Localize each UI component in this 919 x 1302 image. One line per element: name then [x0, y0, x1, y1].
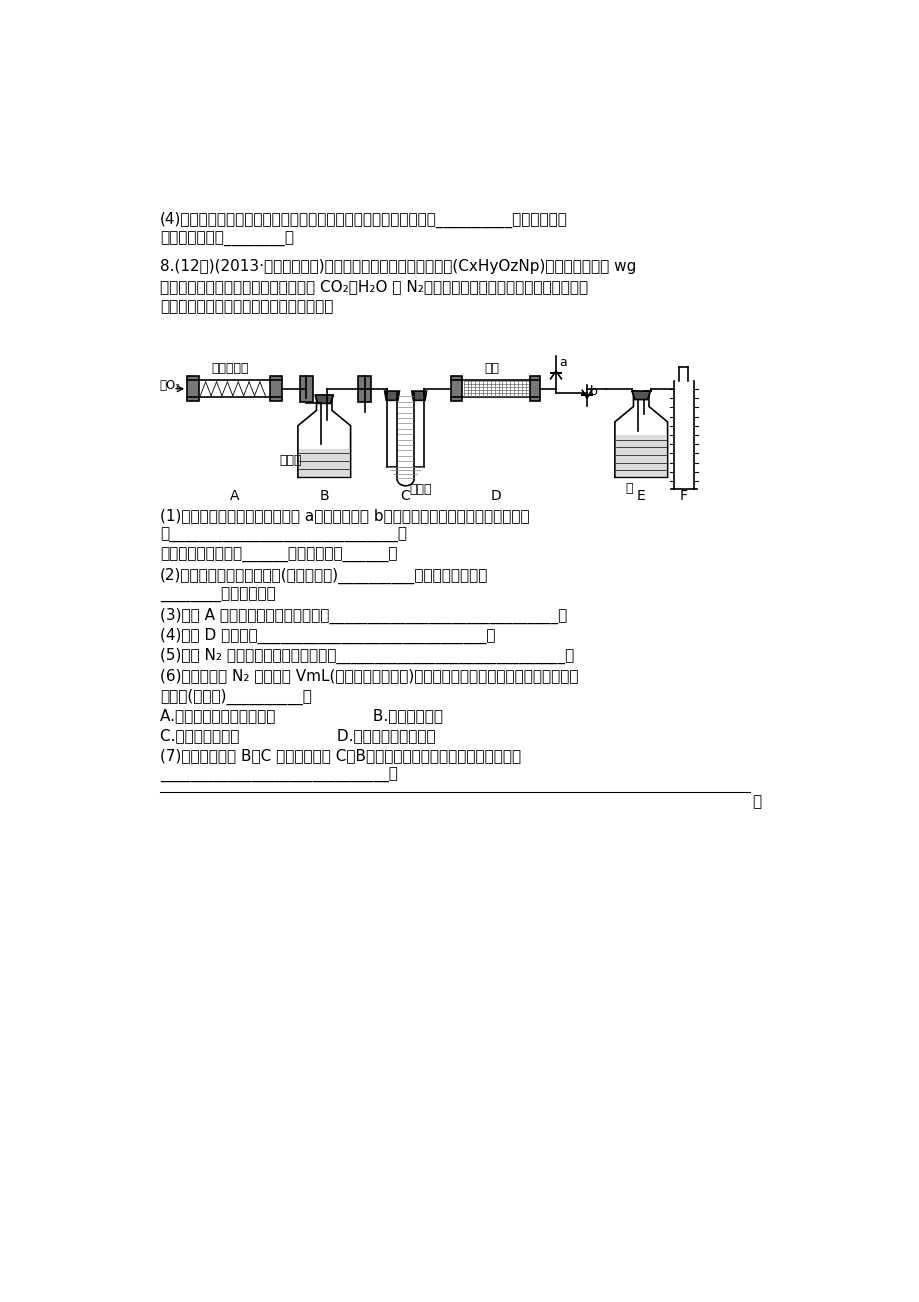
- Polygon shape: [298, 397, 350, 478]
- Text: 铜网: 铜网: [483, 362, 499, 375]
- Polygon shape: [384, 391, 399, 400]
- Text: C: C: [401, 488, 410, 503]
- Text: 是______________________________；: 是______________________________；: [160, 529, 406, 543]
- Text: 数据有(填字母)__________。: 数据有(填字母)__________。: [160, 689, 312, 704]
- Text: (5)读取 N₂ 所排水的体积时，要注意：______________________________。: (5)读取 N₂ 所排水的体积时，要注意：___________________…: [160, 648, 573, 664]
- Text: A.生成二氧化碳气体的质量                    B.生成水的质量: A.生成二氧化碳气体的质量 B.生成水的质量: [160, 708, 442, 724]
- Polygon shape: [269, 376, 281, 401]
- Text: D: D: [490, 488, 500, 503]
- Polygon shape: [358, 376, 370, 402]
- Text: 浓硫酸: 浓硫酸: [279, 454, 301, 467]
- Text: 碱石灰: 碱石灰: [409, 483, 432, 496]
- Polygon shape: [614, 393, 667, 478]
- Text: a: a: [559, 355, 566, 368]
- Text: A: A: [230, 488, 239, 503]
- Text: (7)如果将装置中 B、C 连接顺序变为 C、B，该实验的目的能否达到？简述理由：: (7)如果将装置中 B、C 连接顺序变为 C、B，该实验的目的能否达到？简述理由…: [160, 749, 520, 763]
- Text: C.通入氧气的体积                    D.该氨基酸的摩尔质量: C.通入氧气的体积 D.该氨基酸的摩尔质量: [160, 728, 435, 743]
- Polygon shape: [529, 376, 539, 401]
- Text: (4)装置 D 的作用是______________________________。: (4)装置 D 的作用是____________________________…: [160, 629, 495, 644]
- Text: 纯O₂: 纯O₂: [159, 379, 180, 392]
- Text: 铁夹、酒精灯等未画出），回答下列问题：: 铁夹、酒精灯等未画出），回答下列问题：: [160, 299, 333, 315]
- Text: ______________________________。: ______________________________。: [160, 768, 397, 784]
- Text: 。: 。: [751, 794, 760, 809]
- Polygon shape: [187, 376, 199, 401]
- Text: ________处的酒精灯。: ________处的酒精灯。: [160, 589, 276, 603]
- Text: (6)实验中测得 N₂ 的体积为 VmL(已换算成标准状况)。为确定此氨基酸的分子式，还需得到的: (6)实验中测得 N₂ 的体积为 VmL(已换算成标准状况)。为确定此氨基酸的分…: [160, 668, 578, 684]
- Text: b: b: [589, 385, 597, 398]
- Text: F: F: [679, 488, 687, 503]
- Text: 该种氨基酸放在纯氧中充分燃烧，生成 CO₂、H₂O 和 N₂。现用如图所示装置进行实验（铁架台、: 该种氨基酸放在纯氧中充分燃烧，生成 CO₂、H₂O 和 N₂。现用如图所示装置进…: [160, 280, 587, 294]
- Polygon shape: [631, 391, 650, 400]
- Text: (1)实验开始时，首先打开止水夹 a，关闭止水夹 b，通一段时间的纯氧，这样做的目的: (1)实验开始时，首先打开止水夹 a，关闭止水夹 b，通一段时间的纯氧，这样做的…: [160, 508, 529, 523]
- Polygon shape: [300, 376, 312, 402]
- Polygon shape: [314, 395, 334, 404]
- Text: 可选用的试剂是________。: 可选用的试剂是________。: [160, 232, 294, 247]
- Polygon shape: [299, 449, 349, 477]
- Text: E: E: [636, 488, 645, 503]
- Polygon shape: [412, 391, 426, 400]
- Text: 水: 水: [625, 482, 632, 495]
- Polygon shape: [451, 376, 461, 401]
- Polygon shape: [615, 435, 666, 477]
- Text: (2)图示装置中需要加热的有(填装置代号)__________。操作时应先点燃: (2)图示装置中需要加热的有(填装置代号)__________。操作时应先点燃: [160, 568, 488, 585]
- Text: (4)淀粉溶液和蛋白质溶液都是胶体，用一束光通过其溶液，都产生__________，若检验它们: (4)淀粉溶液和蛋白质溶液都是胶体，用一束光通过其溶液，都产生_________…: [160, 212, 567, 228]
- Text: 8.(12分)(2013·临沂高一检测)实验室用燃烧法测定某种氨基酸(CxHyOzNp)的分子组成。取 wg: 8.(12分)(2013·临沂高一检测)实验室用燃烧法测定某种氨基酸(CxHyO…: [160, 259, 636, 275]
- Text: 氨基酸样品: 氨基酸样品: [211, 362, 249, 375]
- Text: 之后则需关闭止水夹______，打开止水夹______。: 之后则需关闭止水夹______，打开止水夹______。: [160, 548, 397, 564]
- Text: (3)装置 A 中发生反应的化学方程式为______________________________。: (3)装置 A 中发生反应的化学方程式为____________________…: [160, 608, 567, 625]
- Text: B: B: [319, 488, 329, 503]
